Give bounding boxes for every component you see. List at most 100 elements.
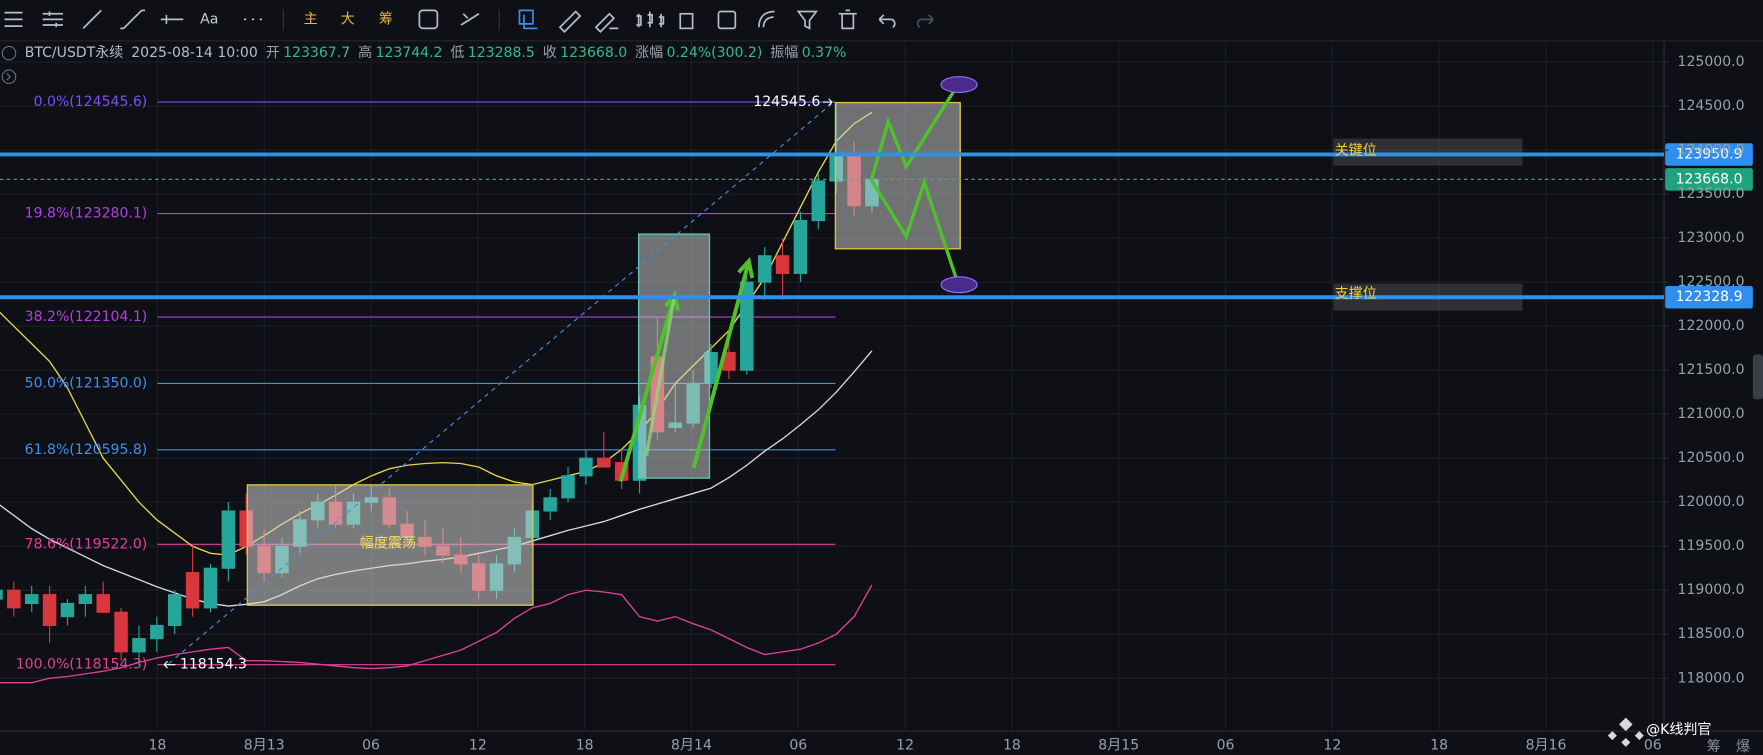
corner-button[interactable]: 筹 [1707,738,1721,755]
candle-body [579,457,593,477]
extreme-marker: 124545.6 [753,94,820,110]
info-value: 0.24%(300.2) [667,45,763,61]
candle-body [793,219,808,274]
x-tick-label: 8月13 [244,738,285,754]
x-tick-label: 8月15 [1098,738,1139,754]
info-symbol: BTC/USDT永续 [25,44,124,61]
candle-body [203,567,218,609]
icon[interactable] [679,12,694,30]
icon[interactable] [717,10,737,30]
x-tick-label: 06 [362,738,380,754]
x-tick-label: 8月16 [1526,738,1567,754]
watermark: @K线判官 [1646,722,1711,738]
info-label: 收 [543,45,557,61]
chips-button[interactable]: 筹 [379,10,393,27]
price-tag-label: 123668.0 [1676,171,1743,187]
big-button[interactable]: 大 [341,11,355,27]
price-tag-label: 123950.9 [1676,146,1743,162]
overlays: 0.0%(124545.6) 19.8%(123280.1) 38.2%(12210… [0,94,1753,673]
y-tick-label: 122500.0 [1678,274,1745,290]
info-label: 低 [450,45,464,61]
fib-trend-line [168,101,835,665]
up-arrow [644,294,677,456]
y-tick-label: 124500.0 [1678,98,1745,114]
candle-body [24,594,39,605]
brush-icon[interactable] [594,12,619,33]
info-bar: BTC/USDT永续 2025-08-14 10:00 开 123367.7 高 1237… [25,44,847,61]
redo-icon[interactable] [916,14,934,28]
y-tick-label: 124000.0 [1678,142,1745,158]
candle-body [185,572,200,609]
extreme-marker: 118154.3 [180,657,247,673]
annotation: 幅度震荡 [360,535,416,551]
target-ellipse [940,276,978,294]
candle-body [811,180,826,222]
fib-label: 100.0%(118154.3) [16,657,148,673]
magnet-icon[interactable] [758,10,775,28]
fib-label: 50.0%(121350.0) [25,375,148,391]
corner-button[interactable]: 爆 [1736,739,1750,755]
x-tick-label: 18 [148,738,166,754]
ray-tool[interactable] [120,9,146,30]
icon[interactable] [460,13,480,26]
indicator-line [0,584,873,684]
candle-body [757,255,772,283]
y-tick-label: 123500.0 [1678,186,1745,202]
candle-body [221,510,236,569]
price-tag [1665,143,1753,166]
icon[interactable] [418,9,439,30]
candle-body [78,594,93,605]
info-value: 123744.2 [375,45,442,61]
info-label: 涨幅 [635,45,663,61]
y-tick-label: 125000.0 [1678,54,1745,70]
fib-label: 38.2%(122104.1) [25,309,148,325]
candle-body [597,457,611,468]
side-handle[interactable] [1752,354,1763,400]
ruler-icon[interactable] [558,10,582,33]
info-label: 开 [266,45,280,61]
hline-tool[interactable] [160,14,184,24]
x-tick-label: 18 [1430,738,1448,754]
y-tick-label: 118000.0 [1678,670,1745,686]
fib-label: 19.8%(123280.1) [25,206,148,222]
candle-icon[interactable] [636,11,665,28]
menu-icon[interactable] [4,11,23,27]
candle-body [167,594,182,627]
expand-icon[interactable] [1,69,17,85]
info-value: 123367.7 [283,45,350,61]
x-tick-label: 18 [576,738,594,754]
fib-label: 61.8%(120595.8) [25,442,148,458]
bear-path [869,177,960,285]
font-tool[interactable]: Aa [200,11,218,27]
main-button[interactable]: 主 [304,11,318,27]
candle-body [42,594,57,627]
candle-body [150,624,164,640]
candle-body [543,497,557,512]
collapse-icon[interactable] [1,45,17,61]
undo-icon[interactable] [878,14,896,28]
x-tick-label: 8月14 [671,738,712,754]
x-tick-label: 12 [1323,738,1341,754]
x-tick-label: 06 [789,738,807,754]
x-tick-label: 12 [896,738,914,754]
y-tick-label: 119000.0 [1678,582,1745,598]
x-tick-label: 12 [469,738,487,754]
price-tag [1665,285,1753,309]
y-tick-label: 118500.0 [1678,626,1745,642]
icon[interactable] [518,9,538,30]
price-tag-label: 122328.9 [1676,289,1743,305]
settings-icon[interactable] [42,11,63,28]
trash-icon[interactable] [838,9,857,30]
x-tick-label: 06 [1217,738,1235,754]
info-label: 高 [358,44,372,61]
watermark-logo [1607,717,1644,747]
candle-body [7,589,21,609]
info-symbol: 2025-08-14 10:00 [131,45,258,61]
line-tool[interactable] [82,9,102,29]
expand-arrow [6,72,11,81]
y-tick-label: 122000.0 [1678,318,1745,334]
filter-icon[interactable] [796,10,818,30]
candle-body [96,594,110,613]
